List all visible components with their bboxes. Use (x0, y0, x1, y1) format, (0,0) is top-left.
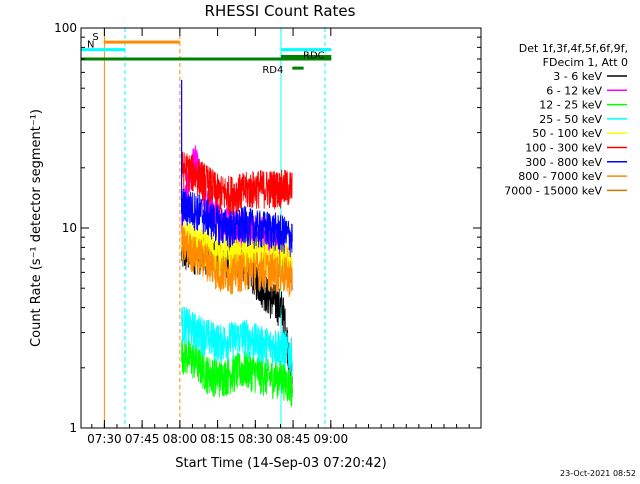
legend-label-8: 7000 - 15000 keV (504, 184, 602, 197)
chart-title: RHESSI Count Rates (205, 2, 356, 20)
annotation-label-4: RDC (303, 51, 325, 62)
x-axis-label: Start Time (14-Sep-03 07:20:42) (175, 456, 386, 471)
x-tick-label-6: 09:00 (314, 432, 349, 446)
y-tick-label-0: 1 (69, 421, 77, 435)
annotation-label-0: S (92, 32, 98, 43)
legend-label-6: 300 - 800 keV (525, 156, 602, 169)
legend-label-3: 25 - 50 keV (539, 113, 602, 126)
x-tick-label-1: 07:45 (125, 432, 160, 446)
y-tick-label-2: 100 (54, 21, 77, 35)
x-tick-label-4: 08:30 (238, 432, 273, 446)
series-line-3 (181, 306, 293, 377)
series-line-2 (181, 337, 293, 407)
x-tick-label-5: 08:45 (276, 432, 311, 446)
x-tick-label-2: 08:00 (163, 432, 198, 446)
legend-label-4: 50 - 100 keV (532, 127, 602, 140)
x-tick-label-0: 07:30 (87, 432, 122, 446)
axes-layer: 07:30 07:45 08:00 08:15 08:30 08:45 09:00 1 10 10… (54, 21, 481, 446)
series-layer (181, 79, 293, 407)
annotation-label-1: N (87, 40, 94, 51)
series-line-7 (181, 225, 293, 298)
legend-header-0: Det 1f,3f,4f,5f,6f,9f, (519, 42, 628, 55)
annotation-label-5: RD4 (262, 65, 283, 76)
legend-label-1: 6 - 12 keV (546, 84, 602, 97)
legend-label-5: 100 - 300 keV (525, 142, 602, 155)
y-axis-label: Count Rate (s⁻¹ detector segment⁻¹) (29, 109, 44, 347)
x-tick-label-3: 08:15 (200, 432, 235, 446)
legend-label-2: 12 - 25 keV (539, 99, 602, 112)
y-tick-label-1: 10 (62, 221, 77, 235)
footer-timestamp: 23-Oct-2021 08:52 (560, 469, 636, 478)
legend-label-0: 3 - 6 keV (553, 70, 602, 83)
legend-label-7: 800 - 7000 keV (518, 170, 602, 183)
series-line-5 (181, 151, 293, 215)
legend-header-1: FDecim 1, Att 0 (543, 56, 628, 69)
series-line-6 (181, 188, 293, 258)
annotation-layer: SN RDC RD4 (80, 28, 332, 428)
legend: Det 1f,3f,4f,5f,6f,9f,FDecim 1, Att 03 -… (504, 42, 628, 197)
